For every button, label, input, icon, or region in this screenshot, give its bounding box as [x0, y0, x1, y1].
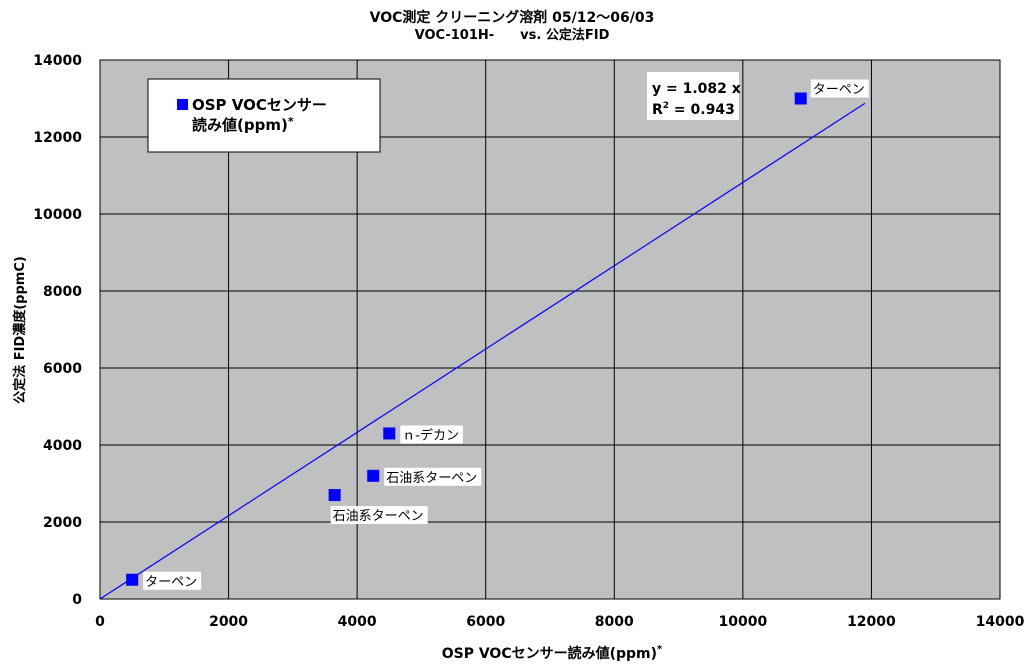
- y-tick-label: 8000: [43, 284, 82, 300]
- legend-marker: [177, 99, 188, 110]
- x-tick-label: 14000: [976, 614, 1024, 630]
- legend-label-line2: 読み値(ppm)*: [192, 115, 294, 134]
- x-tick-label: 10000: [718, 614, 767, 630]
- data-label: ターペン: [145, 575, 197, 590]
- data-point: [367, 469, 380, 482]
- data-label: ｎ-デカン: [402, 427, 459, 443]
- y-tick-label: 12000: [33, 130, 82, 146]
- trendline-equation: y = 1.082 x: [652, 81, 741, 97]
- y-axis-title: 公定法 FID濃度(ppmC): [12, 256, 28, 404]
- r-squared: R2 = 0.943: [652, 101, 735, 118]
- y-tick-label: 0: [72, 592, 82, 608]
- y-tick-label: 2000: [43, 515, 82, 531]
- x-axis-title: OSP VOCセンサー読み値(ppm)*: [442, 644, 663, 662]
- x-tick-label: 0: [95, 614, 105, 630]
- y-tick-label: 4000: [43, 438, 82, 454]
- data-point: [794, 92, 807, 105]
- data-label-bg: [810, 79, 869, 98]
- x-tick-label: 12000: [847, 614, 896, 630]
- x-tick-label: 6000: [466, 614, 505, 630]
- data-label-bg: [330, 506, 428, 525]
- data-label: 石油系ターペン: [333, 509, 424, 524]
- x-tick-label: 2000: [209, 614, 248, 630]
- data-points: [126, 92, 807, 586]
- data-point: [328, 489, 341, 502]
- data-point: [383, 427, 396, 440]
- x-tick-label: 4000: [338, 614, 377, 630]
- y-tick-labels: 0 2000 4000 6000 8000 10000 12000 14000: [33, 53, 82, 608]
- data-label-bg: [143, 571, 202, 590]
- legend-box: [147, 78, 381, 153]
- trendline: [99, 102, 866, 600]
- legend-label-line1: OSP VOCセンサー: [192, 96, 327, 114]
- trendline-equation-box: y = 1.082 x R2 = 0.943: [647, 72, 741, 120]
- y-tick-label: 6000: [43, 361, 82, 377]
- data-label-bg: [384, 467, 482, 486]
- y-tick-label: 10000: [33, 207, 82, 223]
- equation-box-bg: [647, 72, 739, 120]
- x-tick-labels: 0 2000 4000 6000 8000 10000 12000 14000: [95, 614, 1024, 630]
- chart-subtitle: VOC-101H- vs. 公定法FID: [415, 27, 610, 43]
- gridlines: [99, 59, 1001, 600]
- data-label: ターペン: [813, 83, 865, 98]
- data-label-bg: [400, 425, 463, 444]
- chart-title: VOC測定 クリーニング溶剤 05/12～06/03: [370, 9, 655, 26]
- x-tick-label: 8000: [595, 614, 634, 630]
- y-tick-label: 14000: [33, 53, 82, 69]
- data-label: 石油系ターペン: [386, 471, 477, 486]
- legend: OSP VOCセンサー 読み値(ppm)*: [147, 78, 381, 153]
- data-point: [126, 573, 139, 586]
